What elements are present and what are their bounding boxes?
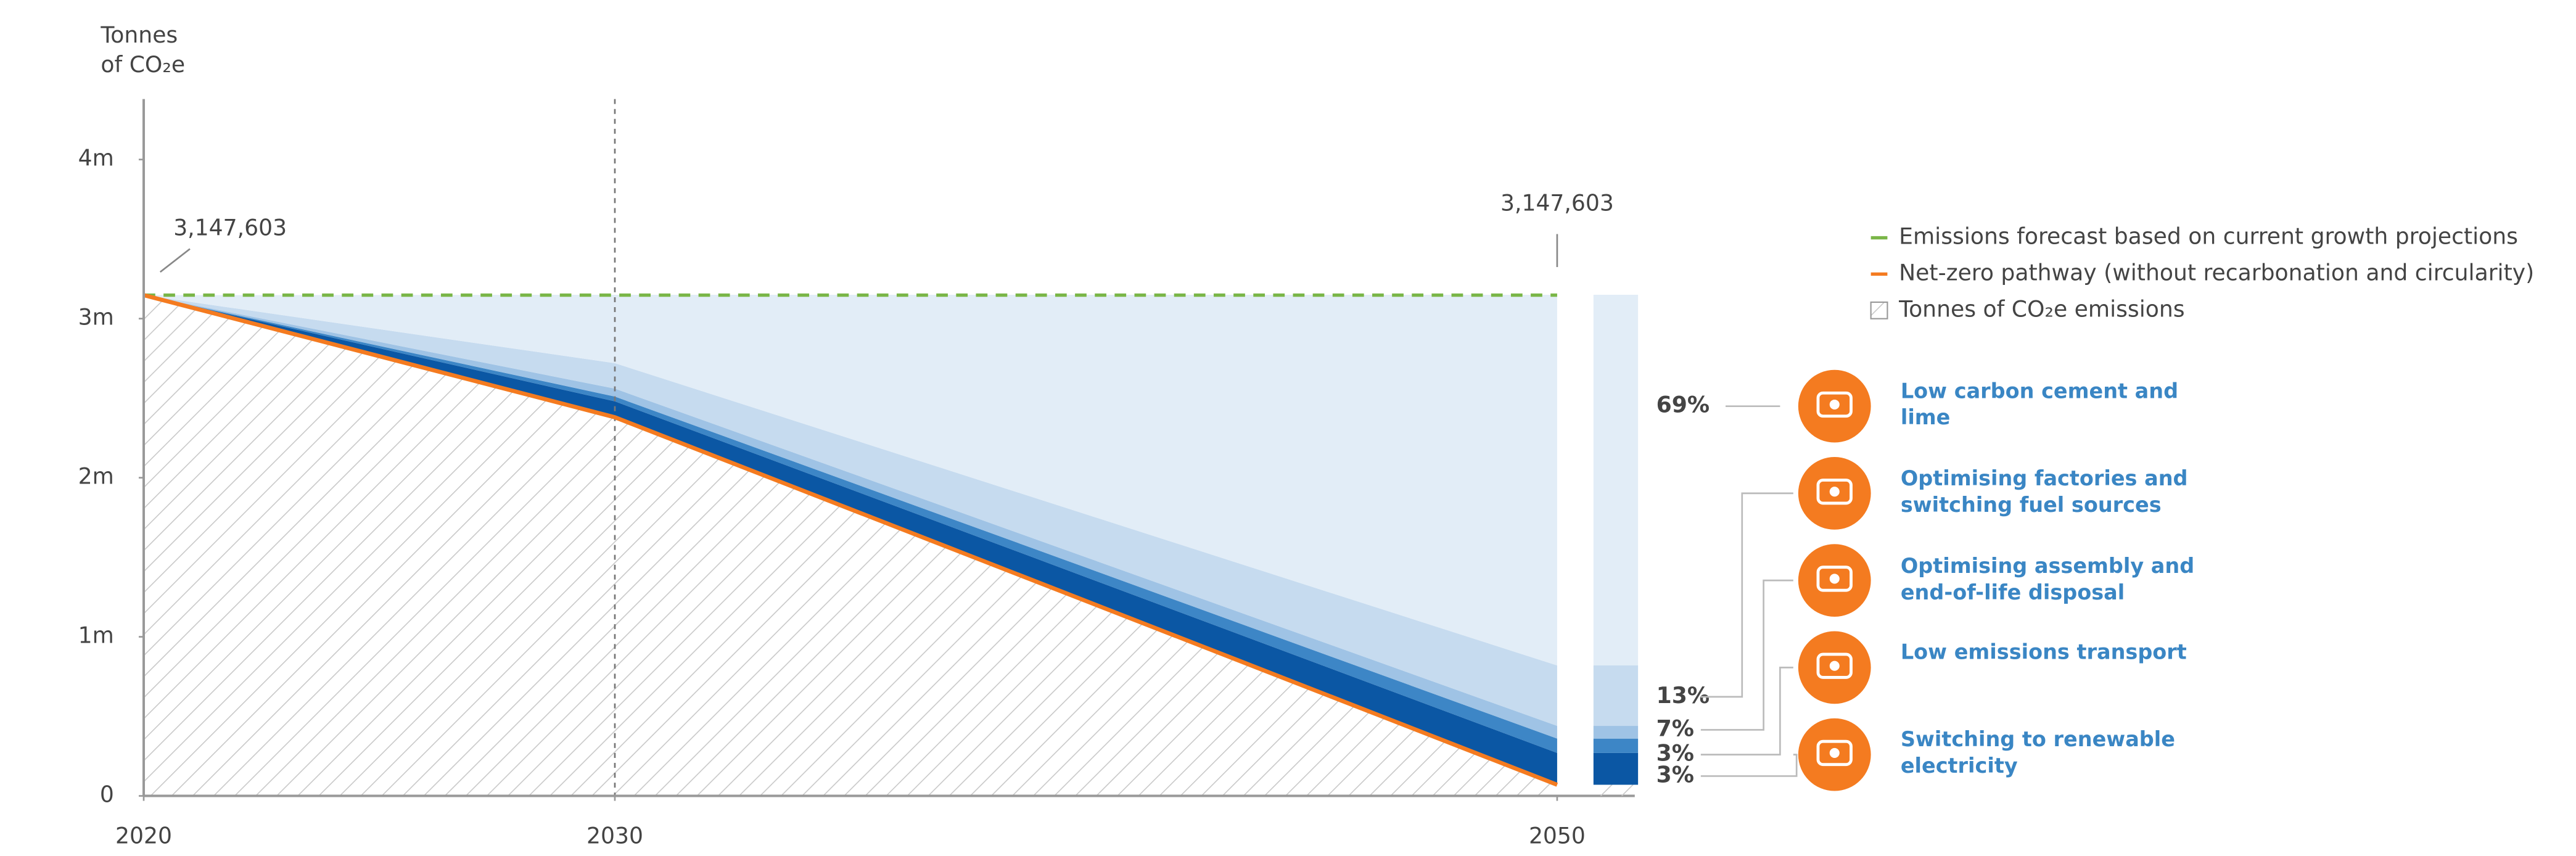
areas bbox=[144, 294, 1557, 796]
annotation-leader bbox=[159, 248, 191, 273]
emissions-area bbox=[144, 295, 1557, 796]
y-tick-label: 1m bbox=[78, 622, 114, 649]
share-label: 13% bbox=[1656, 682, 1710, 709]
y-axis-label: of CO₂e bbox=[101, 51, 185, 78]
y-tick-label: 4m bbox=[78, 145, 114, 171]
x-tick-label: 2020 bbox=[115, 822, 172, 849]
pathway-line bbox=[143, 293, 1558, 787]
annotation: 3,147,603 bbox=[1500, 189, 1614, 216]
connector bbox=[1700, 754, 1798, 777]
series-label: Optimising assembly and end-of-life disp… bbox=[1900, 552, 2195, 604]
bar-segment bbox=[1593, 294, 1639, 666]
connector bbox=[1700, 579, 1793, 731]
x-tick-label: 2030 bbox=[586, 822, 643, 849]
icon-glyph bbox=[1816, 566, 1853, 592]
icon-glyph bbox=[1816, 479, 1853, 505]
annotation: 3,147,603 bbox=[173, 214, 287, 241]
share-label: 7% bbox=[1656, 715, 1694, 741]
series-label: Optimising factories and switching fuel … bbox=[1900, 465, 2188, 517]
icon-glyph bbox=[1816, 739, 1853, 767]
legend-label: Emissions forecast based on current grow… bbox=[1899, 223, 2518, 250]
lines bbox=[143, 99, 1558, 796]
bar-segment bbox=[1593, 665, 1639, 726]
y-tick-label: 3m bbox=[78, 304, 114, 331]
bar-segment bbox=[1593, 752, 1639, 785]
series-label-box: Optimising factories and switching fuel … bbox=[1900, 465, 2188, 517]
icon-glyph bbox=[1816, 652, 1853, 679]
series-label-box: Low carbon cement and lime bbox=[1900, 378, 2179, 430]
share-label: 69% bbox=[1656, 392, 1710, 418]
y-axis-label: Tonnes bbox=[100, 22, 178, 48]
y-tick-label: 2m bbox=[78, 463, 114, 490]
bar-emissions bbox=[1593, 784, 1639, 796]
icon-glyph bbox=[1816, 391, 1853, 418]
legend-label: Tonnes of CO₂e emissions bbox=[1898, 295, 2184, 322]
stacked-area bbox=[144, 294, 1557, 666]
series-label: Low carbon cement and lime bbox=[1900, 378, 2179, 430]
connector bbox=[1700, 492, 1793, 698]
series-label-box: Switching to renewable electricity bbox=[1900, 726, 2175, 778]
share-label: 3% bbox=[1656, 761, 1694, 788]
x-tick-label: 2050 bbox=[1529, 822, 1586, 849]
connector bbox=[1700, 667, 1793, 755]
series-label: Switching to renewable electricity bbox=[1900, 726, 2175, 778]
icon-glyph bbox=[1829, 574, 1840, 584]
icon-glyph bbox=[1829, 399, 1840, 410]
icon-glyph bbox=[1829, 487, 1840, 497]
y-tick-label: 0 bbox=[100, 781, 114, 808]
legend-label: Net-zero pathway (without recarbonation … bbox=[1899, 259, 2534, 286]
icon-glyph bbox=[1829, 747, 1840, 758]
series-label: Low emissions transport bbox=[1900, 639, 2187, 665]
series-label-box: Optimising assembly and end-of-life disp… bbox=[1900, 552, 2195, 604]
legend-swatch bbox=[1870, 301, 1888, 319]
share-label: 3% bbox=[1656, 740, 1694, 767]
front: Tonnes of CO₂e 0 1m 2m 3m 4m 2020 2030 2050 3,147,… bbox=[78, 22, 2535, 849]
series-label-box: Low emissions transport bbox=[1900, 639, 2187, 665]
bar-segment bbox=[1593, 738, 1639, 753]
bar-segment bbox=[1593, 726, 1639, 739]
icon-glyph bbox=[1829, 661, 1840, 671]
